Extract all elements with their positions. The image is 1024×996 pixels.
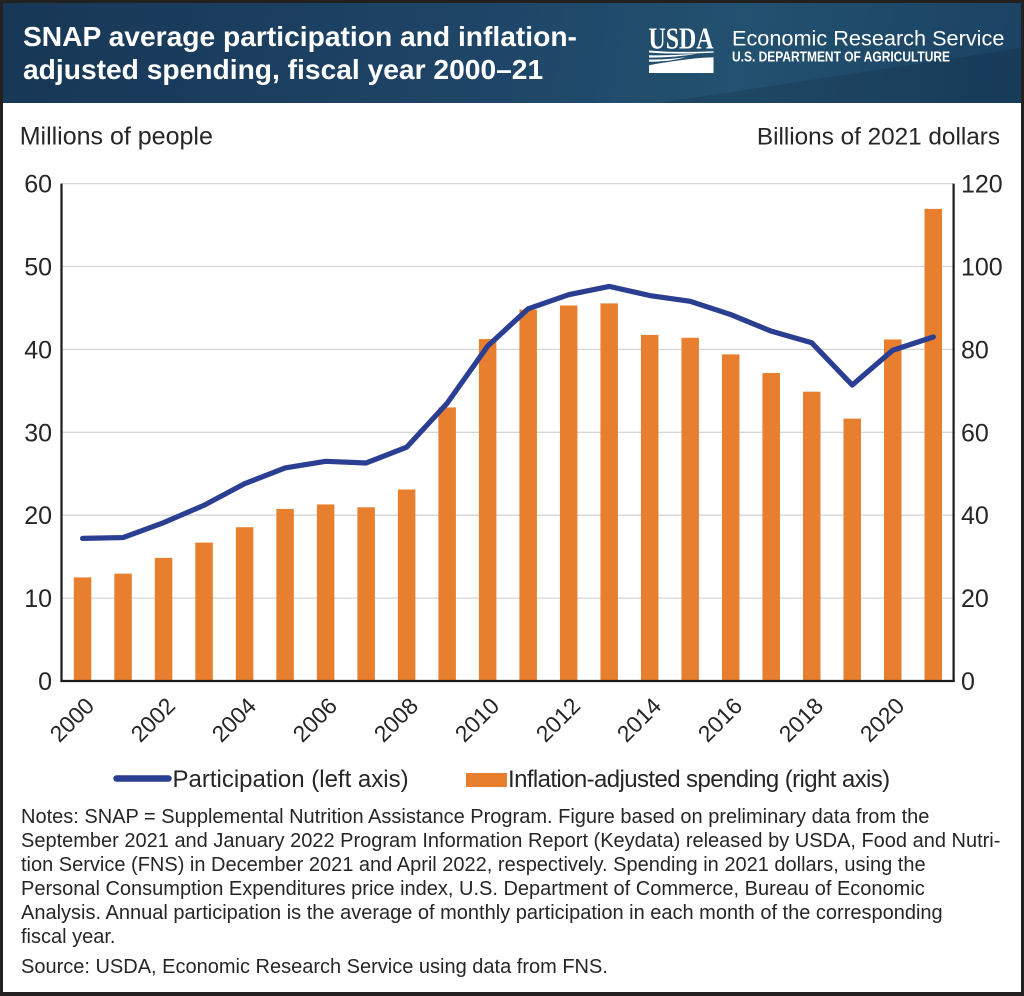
svg-text:30: 30 (24, 419, 52, 447)
svg-text:2010: 2010 (450, 692, 505, 747)
svg-text:40: 40 (24, 336, 52, 364)
svg-text:Economic Research Service: Economic Research Service (732, 28, 1004, 51)
svg-text:0: 0 (38, 668, 52, 696)
svg-text:2012: 2012 (531, 692, 586, 747)
svg-text:20: 20 (961, 585, 989, 613)
svg-text:2000: 2000 (45, 692, 100, 747)
svg-text:Billions of 2021 dollars: Billions of 2021 dollars (757, 124, 1000, 151)
svg-text:Inflation-adjusted spending (r: Inflation-adjusted spending (right axis) (508, 766, 890, 793)
svg-text:USDA: USDA (649, 28, 714, 55)
svg-text:10: 10 (24, 585, 52, 613)
svg-text:U.S. DEPARTMENT OF AGRICULTURE: U.S. DEPARTMENT OF AGRICULTURE (732, 50, 950, 66)
svg-text:40: 40 (961, 502, 989, 530)
svg-text:120: 120 (961, 171, 1003, 199)
svg-text:0: 0 (961, 668, 975, 696)
svg-text:2002: 2002 (126, 692, 181, 747)
svg-text:2016: 2016 (693, 692, 748, 747)
svg-text:2018: 2018 (774, 692, 829, 747)
svg-text:2020: 2020 (855, 692, 910, 747)
svg-text:20: 20 (24, 502, 52, 530)
svg-text:60: 60 (24, 171, 52, 199)
svg-text:2008: 2008 (369, 692, 424, 747)
svg-text:2006: 2006 (288, 692, 343, 747)
svg-text:2004: 2004 (207, 692, 262, 747)
svg-text:Millions of people: Millions of people (20, 123, 213, 151)
svg-text:Participation (left axis): Participation (left axis) (173, 766, 409, 793)
svg-text:100: 100 (961, 254, 1003, 282)
svg-text:50: 50 (24, 254, 52, 282)
svg-text:80: 80 (961, 336, 989, 364)
svg-text:60: 60 (961, 419, 989, 447)
svg-text:2014: 2014 (612, 692, 667, 747)
